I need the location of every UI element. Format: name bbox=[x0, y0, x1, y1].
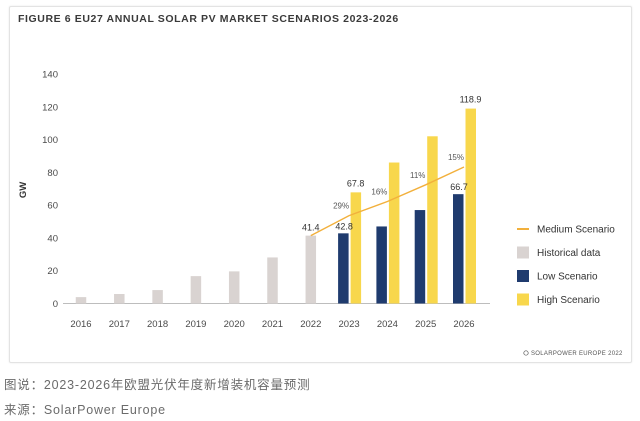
watermark-text: SOLARPOWER EUROPE 2022 bbox=[531, 351, 623, 357]
growth-label: 15% bbox=[448, 153, 464, 162]
legend-label: High Scenario bbox=[537, 295, 600, 306]
y-tick-label: 80 bbox=[47, 168, 58, 179]
historical-bar bbox=[75, 297, 87, 304]
data-label: 118.9 bbox=[460, 95, 482, 105]
x-tick-label: 2018 bbox=[147, 319, 168, 330]
legend-swatch bbox=[517, 246, 529, 259]
historical-bar bbox=[305, 235, 317, 304]
data-label: 66.7 bbox=[450, 182, 468, 192]
y-tick-label: 40 bbox=[47, 233, 58, 244]
legend-label: Historical data bbox=[537, 248, 601, 259]
x-tick-label: 2016 bbox=[70, 319, 91, 330]
x-tick-label: 2026 bbox=[453, 319, 474, 330]
medium-scenario-line bbox=[310, 166, 465, 237]
data-label: 41.4 bbox=[302, 223, 320, 233]
low-scenario-bar bbox=[414, 210, 426, 304]
legend-label: Medium Scenario bbox=[537, 225, 615, 236]
growth-label: 11% bbox=[410, 171, 425, 180]
y-tick-label: 0 bbox=[53, 299, 58, 310]
low-scenario-bar bbox=[453, 194, 464, 304]
x-tick-label: 2017 bbox=[109, 319, 130, 330]
x-tick-label: 2019 bbox=[185, 319, 206, 330]
y-tick-label: 140 bbox=[42, 70, 58, 81]
x-tick-label: 2020 bbox=[224, 319, 245, 330]
high-scenario-bar bbox=[350, 192, 362, 304]
y-tick-label: 20 bbox=[47, 266, 58, 277]
historical-bar bbox=[114, 293, 125, 304]
y-tick-label: 100 bbox=[42, 135, 58, 146]
historical-bar bbox=[228, 271, 240, 304]
growth-label: 29% bbox=[333, 202, 349, 211]
caption-source: 来源：SolarPower Europe bbox=[4, 403, 166, 417]
caption-description: 图说：2023-2026年欧盟光伏年度新增装机容量预测 bbox=[4, 378, 311, 392]
legend-label: Low Scenario bbox=[537, 272, 598, 283]
data-label: 67.8 bbox=[347, 178, 365, 188]
high-scenario-bar bbox=[427, 136, 438, 304]
legend-swatch bbox=[517, 270, 529, 282]
data-label: 42.8 bbox=[335, 221, 353, 231]
y-tick-label: 60 bbox=[47, 201, 58, 212]
low-scenario-bar bbox=[376, 226, 387, 304]
x-tick-label: 2025 bbox=[415, 319, 436, 330]
figure-title: FIGURE 6 EU27 ANNUAL SOLAR PV MARKET SCE… bbox=[18, 13, 399, 25]
high-scenario-bar bbox=[388, 162, 400, 304]
legend-swatch bbox=[517, 293, 529, 306]
historical-bar bbox=[267, 257, 278, 304]
historical-bar bbox=[152, 290, 163, 304]
high-scenario-bar bbox=[465, 108, 476, 304]
x-tick-label: 2024 bbox=[377, 319, 398, 330]
x-tick-label: 2023 bbox=[339, 319, 360, 330]
historical-bar bbox=[190, 276, 202, 304]
x-tick-label: 2021 bbox=[262, 319, 283, 330]
x-tick-label: 2022 bbox=[300, 319, 321, 330]
watermark: SOLARPOWER EUROPE 2022 bbox=[523, 350, 623, 357]
growth-label: 16% bbox=[371, 188, 387, 197]
y-tick-label: 120 bbox=[42, 102, 58, 113]
y-axis-label: GW bbox=[18, 182, 29, 198]
low-scenario-bar bbox=[338, 233, 349, 304]
